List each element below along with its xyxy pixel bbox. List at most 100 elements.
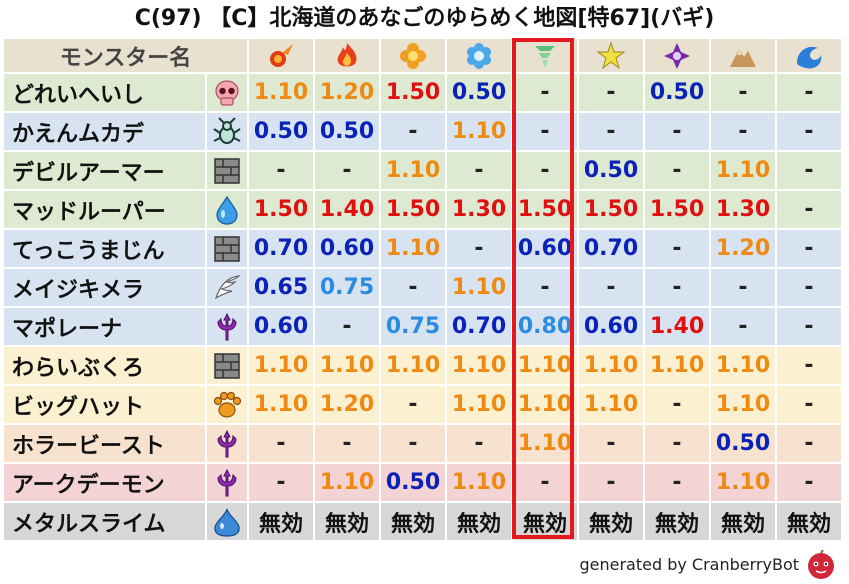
resistance-value: - [379, 423, 447, 464]
resistance-value: - [313, 306, 381, 347]
resistance-value: - [313, 150, 381, 191]
resistance-value: 1.10 [511, 384, 579, 425]
water-icon [775, 37, 843, 74]
resistance-value: - [643, 228, 711, 269]
resistance-value: 0.80 [511, 306, 579, 347]
resistance-value: - [511, 111, 579, 152]
resistance-value: 無効 [577, 501, 645, 542]
resistance-value: 無効 [709, 501, 777, 542]
monster-name: ホラービースト [2, 423, 207, 464]
monster-name: どれいへいし [2, 72, 207, 113]
table-row: アークデーモン -1.10 0.50 1.10- - -1.10- [2, 462, 843, 503]
resistance-value: 1.10 [511, 423, 579, 464]
resistance-value: 1.10 [709, 462, 777, 503]
resistance-value: 無効 [643, 501, 711, 542]
resistance-value: 1.10 [313, 345, 381, 386]
resistance-value: - [379, 384, 447, 425]
resistance-value: - [775, 306, 843, 347]
resistance-value: 1.20 [709, 228, 777, 269]
resistance-value: 0.70 [247, 228, 315, 269]
resistance-value: 1.10 [445, 345, 513, 386]
resistance-value: 0.50 [577, 150, 645, 191]
material-icon [205, 228, 249, 269]
resistance-value: - [709, 306, 777, 347]
table-header-row: モンスター名 [2, 37, 843, 74]
wind-icon [511, 37, 579, 74]
resistance-value: - [775, 111, 843, 152]
resistance-value: 1.50 [379, 189, 447, 230]
resistance-value: 1.10 [247, 384, 315, 425]
resistance-value: 無効 [445, 501, 513, 542]
resistance-value: - [643, 111, 711, 152]
resistance-value: 1.10 [577, 345, 645, 386]
resistance-value: - [709, 72, 777, 113]
resistance-value: 無効 [313, 501, 381, 542]
resistance-value: 1.10 [445, 267, 513, 308]
resistance-value: 1.50 [247, 189, 315, 230]
resistance-value: 0.60 [247, 306, 315, 347]
monster-name: メイジキメラ [2, 267, 207, 308]
resistance-value: 1.30 [445, 189, 513, 230]
resistance-value: - [709, 111, 777, 152]
resistance-value: - [247, 462, 315, 503]
table-row: マポレーナ 0.60-0.75 0.70 0.80 0.60 1.40- - [2, 306, 843, 347]
resistance-value: 1.10 [709, 345, 777, 386]
resistance-value: - [445, 150, 513, 191]
resistance-value: 1.10 [577, 384, 645, 425]
material-icon [205, 345, 249, 386]
dark-icon [643, 37, 711, 74]
resistance-value: - [247, 423, 315, 464]
resistance-value: - [775, 384, 843, 425]
footer-credit: generated by CranberryBot [579, 555, 799, 574]
blast-icon [379, 37, 447, 74]
table-row: かえんムカデ 0.50 0.50-1.10- - - - - [2, 111, 843, 152]
monster-name: メタルスライム [2, 501, 207, 542]
monster-name: わらいぶくろ [2, 345, 207, 386]
resistance-value: 0.50 [313, 111, 381, 152]
resistance-value: 無効 [775, 501, 843, 542]
resistance-value: 1.50 [577, 189, 645, 230]
resistance-value: - [445, 228, 513, 269]
resistance-value: 0.60 [577, 306, 645, 347]
resistance-value: 1.10 [379, 228, 447, 269]
resistance-value: - [247, 150, 315, 191]
resistance-value: - [643, 267, 711, 308]
fire-icon [247, 37, 315, 74]
resistance-value: - [313, 423, 381, 464]
table-row: てっこうまじん 0.70 0.60 1.10-0.60 0.70-1.20- [2, 228, 843, 269]
table-row: わらいぶくろ 1.10 1.10 1.10 1.10 1.10 1.10 1.10 1.10- [2, 345, 843, 386]
resistance-value: 1.10 [313, 462, 381, 503]
resistance-value: 0.60 [313, 228, 381, 269]
resistance-value: 0.70 [577, 228, 645, 269]
demon-icon [205, 306, 249, 347]
resistance-value: - [577, 462, 645, 503]
resistance-value: 1.10 [379, 345, 447, 386]
resistance-value: 0.75 [379, 306, 447, 347]
resistance-value: - [511, 72, 579, 113]
resistance-value: - [445, 423, 513, 464]
resistance-value: - [511, 267, 579, 308]
resistance-value: 無効 [247, 501, 315, 542]
resistance-value: - [775, 345, 843, 386]
insect-icon [205, 111, 249, 152]
resistance-value: - [775, 423, 843, 464]
resistance-value: 1.10 [709, 384, 777, 425]
resistance-value: 1.30 [709, 189, 777, 230]
monster-name: デビルアーマー [2, 150, 207, 191]
resistance-value: 1.40 [313, 189, 381, 230]
resistance-value: 0.50 [445, 72, 513, 113]
monster-name: アークデーモン [2, 462, 207, 503]
ice-icon [445, 37, 513, 74]
resistance-value: 0.50 [379, 462, 447, 503]
page-title: C(97) 【C】北海道のあなごのゆらめく地図[特67](バギ) [134, 6, 715, 31]
resistance-value: - [709, 267, 777, 308]
resistance-value: 1.10 [709, 150, 777, 191]
resistance-value: - [775, 228, 843, 269]
flame-icon [313, 37, 381, 74]
beast-paw-icon [205, 384, 249, 425]
monster-name: マポレーナ [2, 306, 207, 347]
resistance-value: - [775, 462, 843, 503]
monster-name: ビッグハット [2, 384, 207, 425]
resistance-value: 0.65 [247, 267, 315, 308]
resistance-value: - [577, 72, 645, 113]
